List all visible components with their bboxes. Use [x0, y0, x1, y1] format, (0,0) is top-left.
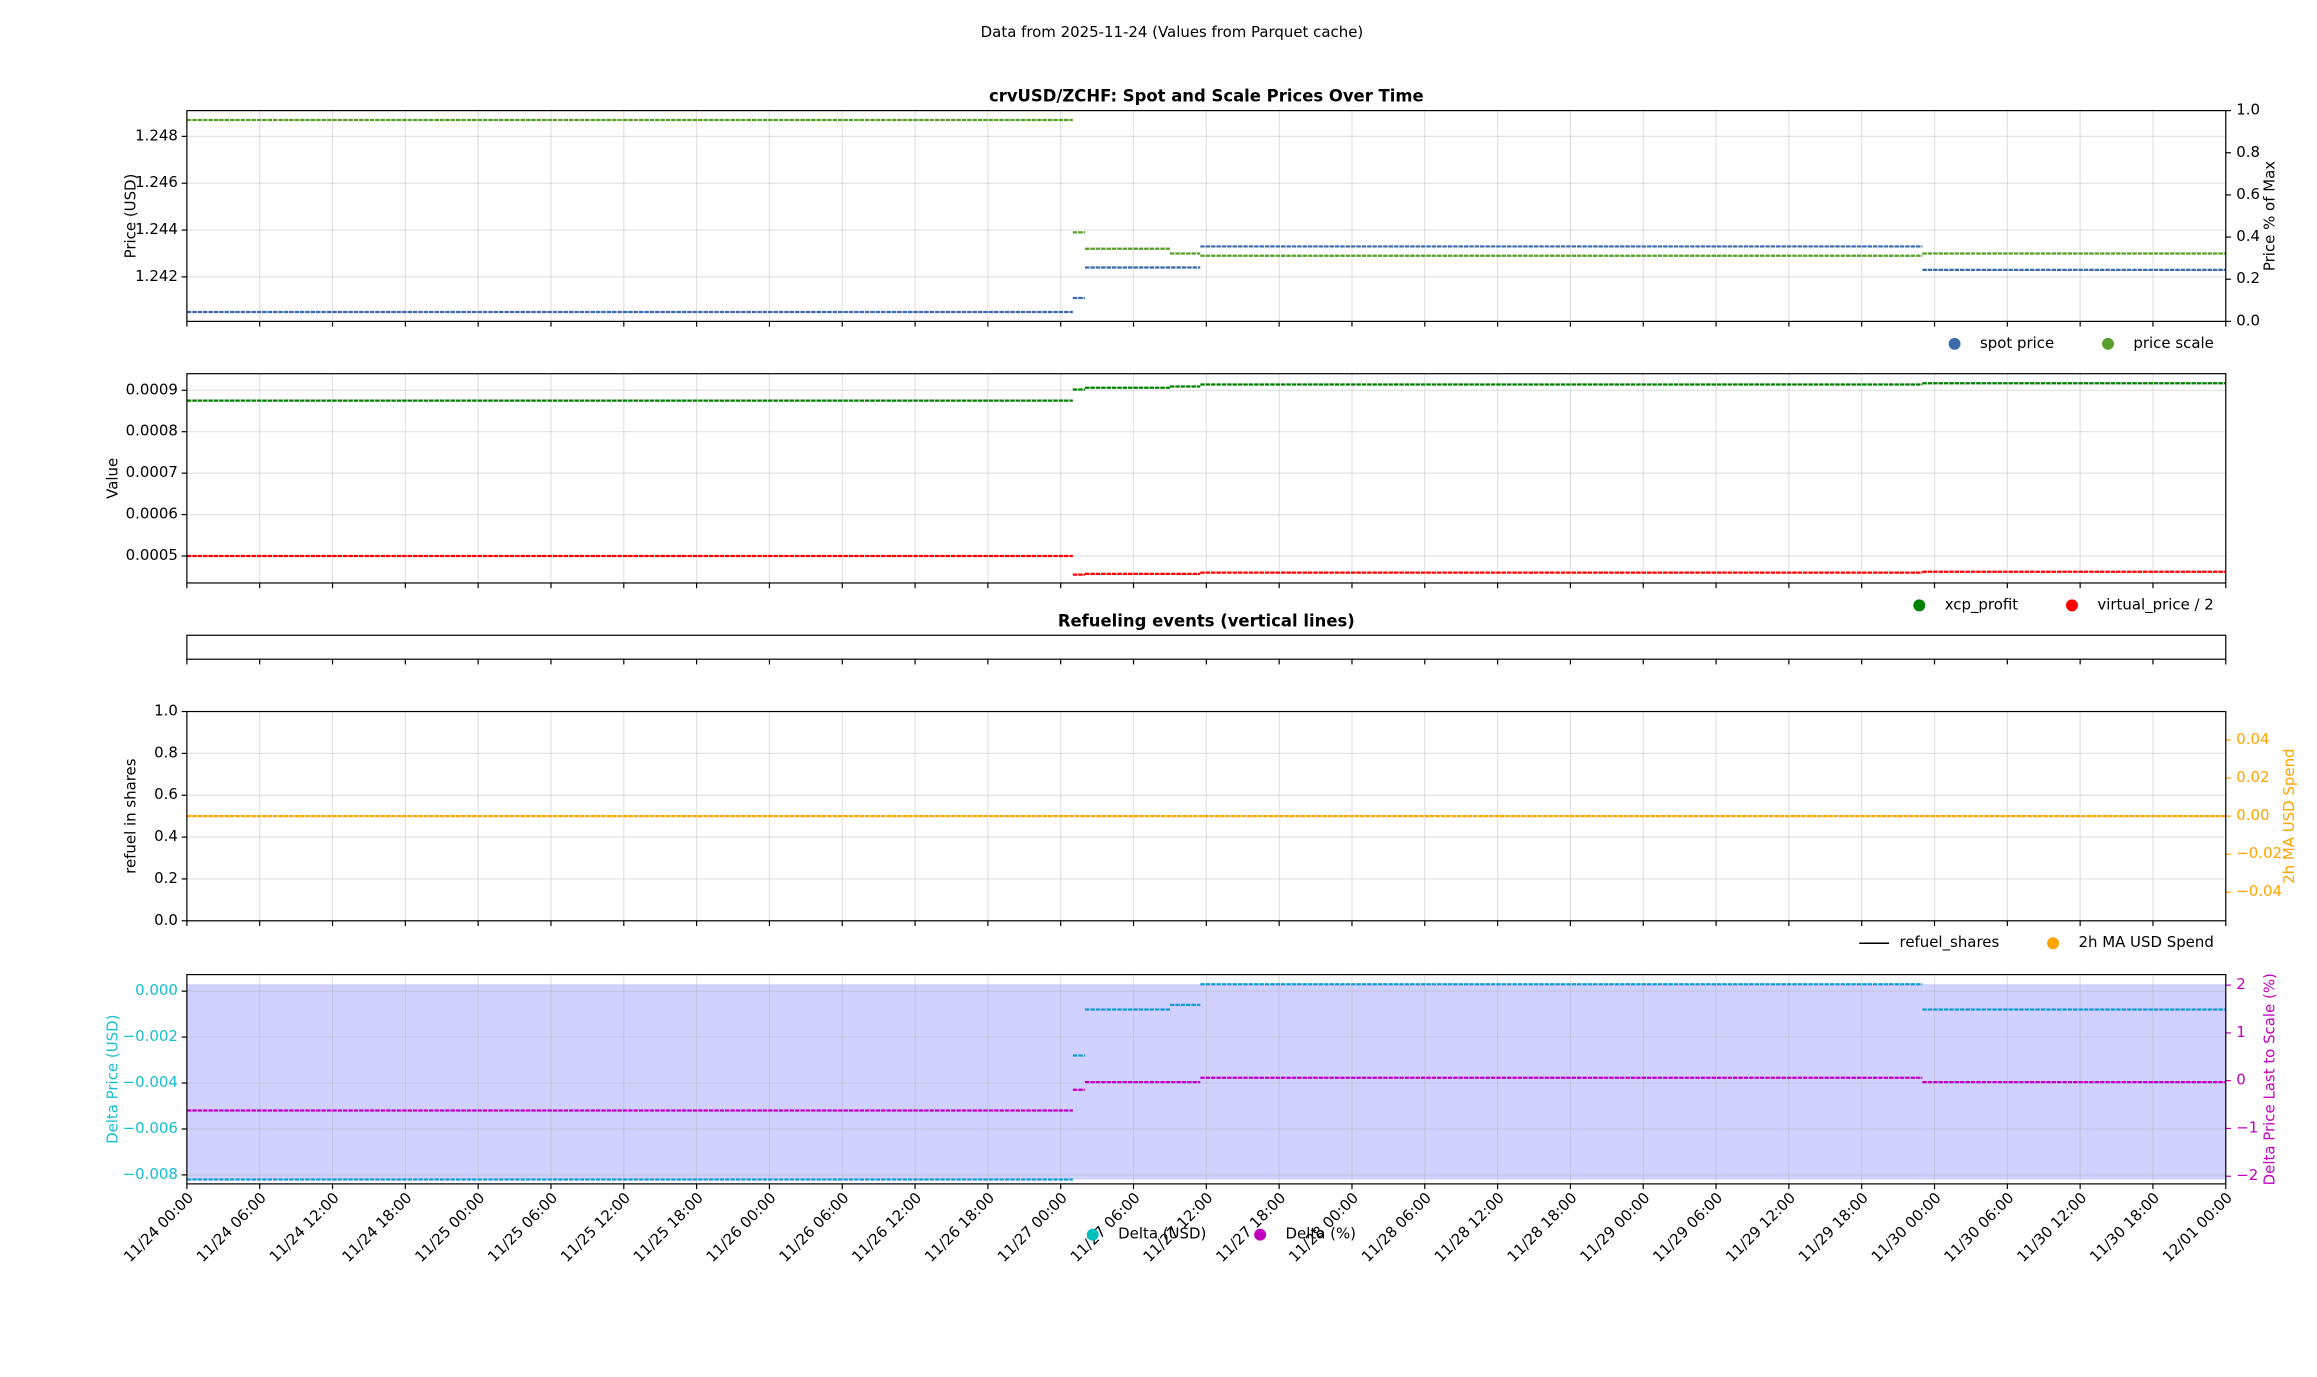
x-tick-label: 11/29 06:00 [1649, 1189, 1726, 1266]
y-tick-label: 0.2 [154, 869, 178, 887]
x-tick-label: 11/24 00:00 [120, 1189, 197, 1266]
y-tick-label: 1.242 [135, 267, 178, 285]
y-axis-label: Price (USD) [122, 174, 140, 259]
y2-tick-label: 1 [2236, 1023, 2246, 1041]
legend-marker [2047, 937, 2060, 950]
y-tick-label: −0.006 [123, 1119, 178, 1137]
axes-frame [186, 974, 2227, 1185]
y2-tick-label: 0.00 [2236, 806, 2269, 824]
y2-tick-label: −1 [2236, 1118, 2258, 1136]
y2-tick-label: 1.0 [2236, 101, 2260, 119]
x-tick-label: 11/24 18:00 [339, 1189, 416, 1266]
x-tick-label: 11/28 06:00 [1358, 1189, 1435, 1266]
x-tick-label: 11/28 18:00 [1504, 1189, 1581, 1266]
y-tick-label: 1.0 [154, 702, 178, 720]
legend-marker [1948, 337, 1961, 350]
y2-axis-label: 2h MA USD Spend [2280, 748, 2298, 883]
x-tick-label: 11/26 12:00 [848, 1189, 925, 1266]
x-tick-label: 11/27 18:00 [1212, 1189, 1289, 1266]
y-tick-label: 0.8 [154, 743, 178, 761]
axes-frame [186, 710, 2227, 922]
y-axis-label: refuel in shares [122, 758, 140, 874]
y2-tick-label: 2 [2236, 975, 2246, 993]
y2-tick-label: 0.2 [2236, 269, 2260, 287]
x-tick-label: 11/26 00:00 [703, 1189, 780, 1266]
legend-label: spot price [1980, 334, 2054, 352]
axes-frame [186, 373, 2227, 584]
x-tick-label: 12/01 00:00 [2159, 1189, 2236, 1266]
legend-label: 2h MA USD Spend [2078, 933, 2213, 951]
y-tick-label: 1.248 [135, 126, 178, 144]
y2-tick-label: −0.04 [2236, 882, 2282, 900]
x-tick-label: 11/24 12:00 [266, 1189, 343, 1266]
y-tick-label: 0.000 [135, 981, 178, 999]
shaded-band [186, 984, 2226, 1180]
y-tick-label: 0.0 [154, 911, 178, 929]
y2-tick-label: 0 [2236, 1071, 2246, 1089]
axes-frame [186, 634, 2227, 660]
legend: xcp_profit virtual_price / 2 [1913, 595, 2214, 613]
legend: refuel_shares 2h MA USD Spend [1859, 933, 2214, 951]
y-tick-label: −0.004 [123, 1073, 178, 1091]
legend: spot price price scale [1948, 334, 2214, 352]
y2-tick-label: 0.04 [2236, 730, 2269, 748]
x-tick-label: 11/24 06:00 [193, 1189, 270, 1266]
legend-label: Delta (%) [1286, 1225, 1356, 1243]
x-tick-label: 11/25 12:00 [557, 1189, 634, 1266]
x-tick-label: 11/30 18:00 [2086, 1189, 2163, 1266]
y-axis-label: Delta Price (USD) [104, 1015, 122, 1144]
legend-label: Delta (USD) [1118, 1225, 1206, 1243]
axes-frame [186, 110, 2227, 322]
y2-tick-label: −0.02 [2236, 844, 2282, 862]
legend-label: xcp_profit [1945, 595, 2019, 613]
y-tick-label: 0.6 [154, 785, 178, 803]
y-tick-label: 0.0008 [126, 422, 178, 440]
y-tick-label: −0.002 [123, 1027, 178, 1045]
x-tick-label: 11/29 12:00 [1722, 1189, 1799, 1266]
y2-axis-label: Delta Price Last to Scale (%) [2261, 973, 2279, 1185]
y2-tick-label: 0.0 [2236, 311, 2260, 329]
x-tick-label: 11/29 18:00 [1795, 1189, 1872, 1266]
x-tick-label: 11/26 06:00 [775, 1189, 852, 1266]
x-tick-label: 11/26 18:00 [921, 1189, 998, 1266]
legend-marker [2102, 337, 2114, 350]
suptitle: Data from 2025-11-24 (Values from Parque… [981, 23, 1364, 41]
x-tick-label: 11/30 12:00 [2013, 1189, 2090, 1266]
y-tick-label: 0.0005 [126, 546, 178, 564]
y2-tick-label: −2 [2236, 1166, 2258, 1184]
legend-marker [1254, 1228, 1267, 1241]
legend-marker [2065, 599, 2078, 612]
legend-label: price scale [2133, 334, 2213, 352]
y2-tick-label: 0.6 [2236, 185, 2260, 203]
x-tick-label: 11/25 00:00 [411, 1189, 488, 1266]
y2-axis-label: Price % of Max [2261, 161, 2279, 271]
y-tick-label: 0.0009 [126, 380, 178, 398]
y2-tick-label: 0.8 [2236, 143, 2260, 161]
legend-marker [1086, 1228, 1099, 1241]
legend-marker [1913, 599, 1926, 612]
x-tick-label: 11/25 18:00 [630, 1189, 707, 1266]
y-tick-label: 0.0007 [126, 463, 178, 481]
x-tick-label: 11/30 06:00 [1941, 1189, 2018, 1266]
x-tick-label: 11/28 12:00 [1431, 1189, 1508, 1266]
y-tick-label: 1.244 [135, 220, 178, 238]
y-tick-label: 0.0006 [126, 505, 178, 523]
y-axis-label: Value [104, 458, 122, 499]
y-tick-label: −0.008 [123, 1165, 178, 1183]
x-tick-label: 11/27 00:00 [994, 1189, 1071, 1266]
x-tick-label: 11/25 06:00 [484, 1189, 561, 1266]
x-tick-label: 11/30 00:00 [1868, 1189, 1945, 1266]
axes-title: crvUSD/ZCHF: Spot and Scale Prices Over … [989, 87, 1424, 106]
legend-label: virtual_price / 2 [2097, 595, 2213, 613]
y-tick-label: 0.4 [154, 827, 178, 845]
x-tick-label: 11/29 00:00 [1576, 1189, 1653, 1266]
axes-title: Refueling events (vertical lines) [1058, 611, 1355, 630]
legend-label: refuel_shares [1900, 933, 2000, 951]
y2-tick-label: 0.02 [2236, 768, 2269, 786]
y-tick-label: 1.246 [135, 173, 178, 191]
legend: Delta (USD) Delta (%) [1086, 1225, 1356, 1243]
y2-tick-label: 0.4 [2236, 227, 2260, 245]
